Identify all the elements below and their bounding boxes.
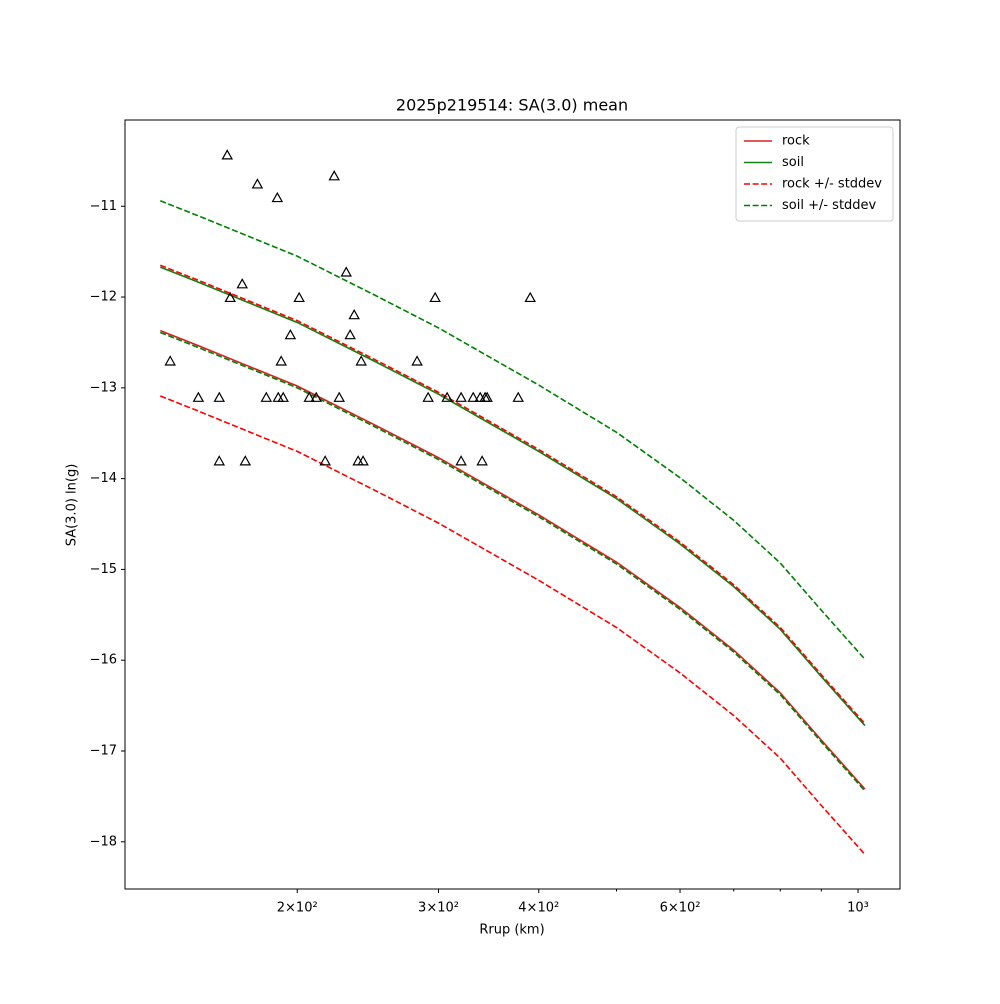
- station-marker: [524, 291, 536, 303]
- station-marker: [333, 391, 345, 402]
- curve: [159, 329, 866, 790]
- station-marker: [319, 455, 331, 466]
- station-marker: [224, 291, 236, 303]
- station-marker: [277, 391, 289, 402]
- x-axis-label: Rrup (km): [479, 923, 544, 938]
- station-marker: [303, 391, 315, 402]
- x-tick-label: 2×10²: [277, 901, 318, 916]
- station-marker: [236, 278, 249, 289]
- curve: [159, 266, 866, 727]
- station-marker: [192, 391, 205, 402]
- station-marker: [481, 391, 493, 402]
- station-marker: [357, 455, 369, 466]
- x-tick-label: 10³: [847, 901, 869, 916]
- station-marker: [512, 391, 524, 402]
- legend-label: soil: [782, 155, 804, 170]
- station-marker: [422, 391, 434, 402]
- legend-box: [735, 126, 894, 222]
- y-tick-label: −13: [90, 380, 117, 395]
- y-tick-label: −16: [90, 653, 117, 668]
- station-marker: [455, 391, 467, 402]
- station-marker: [476, 455, 488, 466]
- station-marker: [271, 191, 284, 203]
- legend-label: rock: [782, 134, 810, 149]
- station-marker: [284, 328, 297, 340]
- y-tick-label: −15: [90, 562, 117, 577]
- station-marker: [348, 308, 360, 320]
- curve: [159, 264, 866, 725]
- legend-label: soil +/- stddev: [782, 198, 877, 213]
- y-tick-label: −14: [90, 471, 117, 486]
- station-marker: [328, 170, 340, 181]
- chart-title: 2025p219514: SA(3.0) mean: [396, 96, 628, 115]
- station-marker: [221, 149, 234, 160]
- station-marker: [411, 355, 423, 366]
- legend-label: rock +/- stddev: [782, 177, 882, 192]
- station-marker: [251, 178, 264, 189]
- station-marker: [441, 391, 453, 402]
- station-marker: [213, 455, 226, 466]
- y-tick-label: −17: [90, 743, 117, 758]
- station-marker: [275, 355, 287, 366]
- station-marker: [164, 355, 176, 366]
- curve: [159, 395, 866, 856]
- x-tick-label: 6×10²: [660, 901, 701, 916]
- y-axis-label: SA(3.0) ln(g): [65, 464, 80, 547]
- x-tick-label: 4×10²: [518, 901, 559, 916]
- station-marker: [355, 355, 367, 366]
- station-marker: [455, 455, 467, 466]
- station-marker: [340, 266, 353, 277]
- station-marker: [213, 391, 226, 402]
- station-marker: [239, 455, 252, 466]
- curve: [159, 200, 866, 660]
- station-marker: [429, 291, 441, 303]
- y-tick-label: −12: [90, 290, 117, 305]
- station-marker: [344, 328, 356, 340]
- station-marker: [293, 291, 305, 303]
- plot-area: [159, 149, 866, 856]
- station-marker: [467, 391, 479, 402]
- station-marker: [260, 391, 273, 402]
- y-tick-label: −18: [90, 834, 117, 849]
- y-tick-label: −11: [90, 199, 117, 214]
- plot-frame: [124, 119, 901, 890]
- x-tick-label: 3×10²: [418, 901, 459, 916]
- curve: [159, 331, 866, 792]
- station-marker: [310, 391, 322, 402]
